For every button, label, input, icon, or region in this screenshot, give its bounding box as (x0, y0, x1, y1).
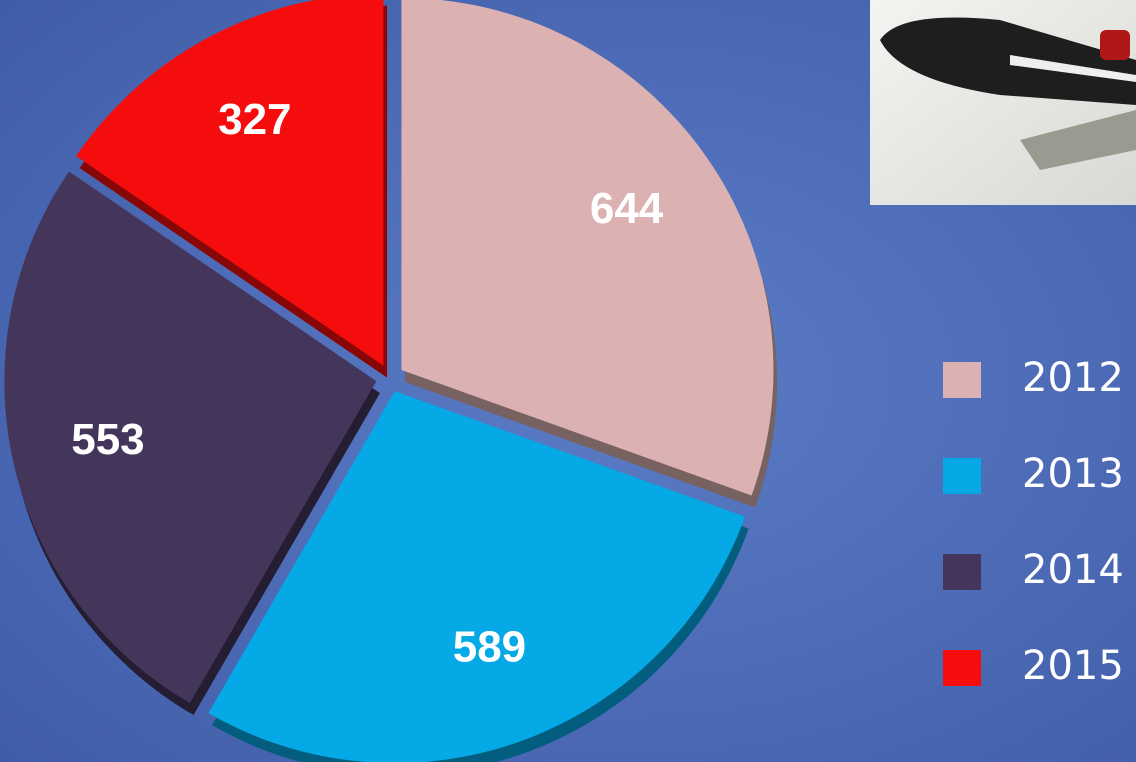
legend-label: 2014 (1022, 547, 1124, 593)
legend-label: 2012 (1022, 355, 1124, 401)
data-label: 589 (453, 622, 526, 671)
legend-label: 2015 (1022, 643, 1124, 689)
page: 644589553327 2012201320142015 (() => { c… (0, 0, 1136, 762)
legend-swatch (943, 554, 981, 590)
data-label: 644 (590, 184, 664, 233)
legend-swatch (943, 362, 981, 398)
legend-swatch (943, 458, 981, 494)
chart: 644 589 553 327 2012 2013 2014 2015 (0, 0, 1136, 762)
data-label: 553 (71, 415, 144, 464)
photo (870, 0, 1136, 205)
legend-swatch (943, 650, 981, 686)
legend-label: 2013 (1022, 451, 1124, 497)
data-label: 327 (218, 95, 291, 144)
